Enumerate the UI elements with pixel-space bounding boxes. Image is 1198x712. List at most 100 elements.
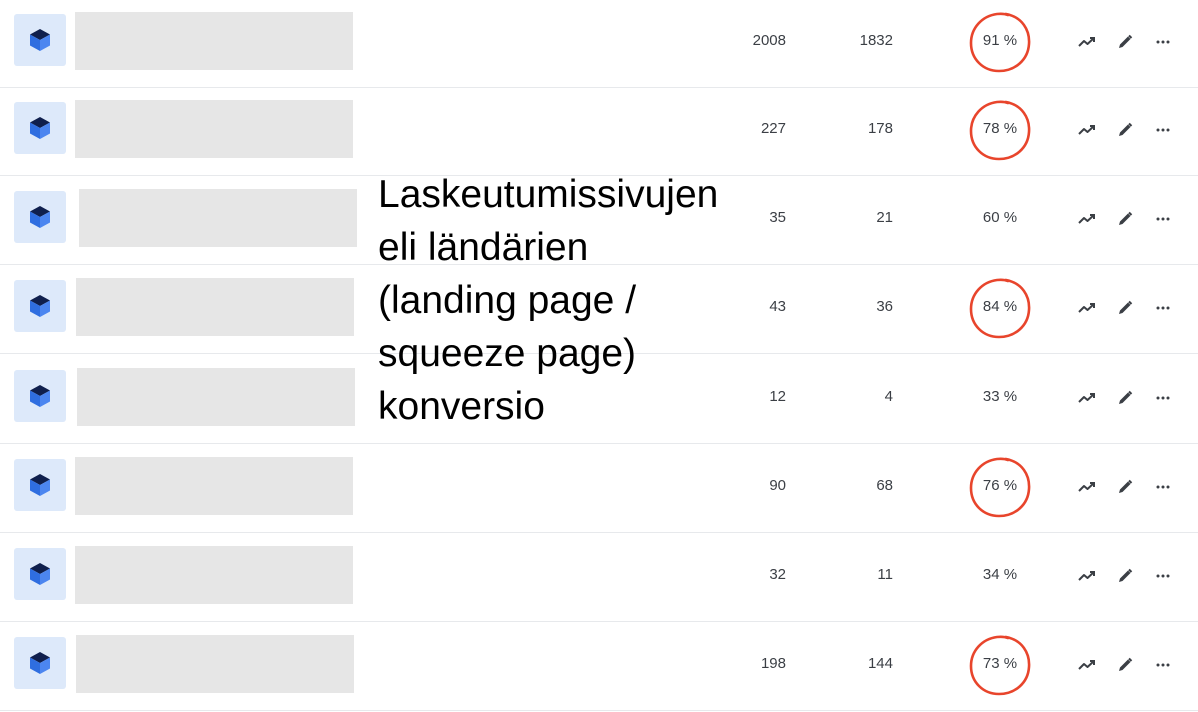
table-row[interactable]: 35 21 60 % [0,177,1198,265]
stats-button[interactable] [1068,295,1106,321]
trend-up-icon [1078,125,1095,135]
more-button[interactable] [1144,563,1182,589]
cube-icon [30,385,50,407]
conversion-rate: 73 % [968,633,1032,697]
row-actions [1068,295,1182,321]
more-button[interactable] [1144,29,1182,55]
conversion-rate: 34 % [968,544,1032,608]
conversion-rate-text: 84 % [982,298,1018,315]
page-thumbnail[interactable] [14,191,66,243]
more-horizontal-icon [1156,396,1170,400]
more-horizontal-icon [1156,40,1170,44]
table-row[interactable]: 90 68 76 % [0,445,1198,533]
visits-count: 227 [760,120,786,137]
edit-button[interactable] [1106,474,1144,500]
more-horizontal-icon [1156,574,1170,578]
stats-button[interactable] [1068,652,1106,678]
cube-icon [30,474,50,496]
conversion-rate: 76 % [968,455,1032,519]
edit-button[interactable] [1106,385,1144,411]
row-actions [1068,385,1182,411]
more-button[interactable] [1144,206,1182,232]
stats-button[interactable] [1068,206,1106,232]
conversions-count: 1832 [859,32,893,49]
edit-button[interactable] [1106,117,1144,143]
page-thumbnail[interactable] [14,14,66,66]
edit-button[interactable] [1106,206,1144,232]
pencil-icon [1119,211,1133,225]
row-actions [1068,29,1182,55]
page-thumbnail[interactable] [14,637,66,689]
stats-button[interactable] [1068,563,1106,589]
table-row[interactable]: 227 178 78 % [0,88,1198,176]
more-horizontal-icon [1156,485,1170,489]
page-name-redacted[interactable] [75,546,353,604]
page-thumbnail[interactable] [14,102,66,154]
pencil-icon [1119,300,1133,314]
page-name-redacted[interactable] [77,368,355,426]
stats-button[interactable] [1068,385,1106,411]
cube-icon [30,563,50,585]
highlight-ring [969,100,1031,161]
conversions-count: 68 [876,477,893,494]
stats-button[interactable] [1068,29,1106,55]
edit-button[interactable] [1106,563,1144,589]
conversion-rate-text: 33 % [982,388,1018,405]
conversion-rate-text: 91 % [982,32,1018,49]
cube-icon [30,295,50,317]
page-thumbnail[interactable] [14,370,66,422]
visits-count: 35 [769,209,786,226]
more-button[interactable] [1144,474,1182,500]
conversions-count: 178 [867,120,893,137]
page-name-redacted[interactable] [76,278,354,336]
table-row[interactable]: 2008 1832 91 % [0,0,1198,88]
conversion-rate-text: 60 % [982,209,1018,226]
conversion-rate: 33 % [968,366,1032,430]
trend-up-icon [1078,571,1095,581]
conversions-count: 4 [884,388,893,405]
visits-count: 32 [769,566,786,583]
stats-button[interactable] [1068,474,1106,500]
page-thumbnail[interactable] [14,548,66,600]
page-thumbnail[interactable] [14,459,66,511]
trend-up-icon [1078,482,1095,492]
table-row[interactable]: 198 144 73 % [0,623,1198,711]
more-button[interactable] [1144,652,1182,678]
more-horizontal-icon [1156,663,1170,667]
cube-icon [30,29,50,51]
highlight-ring [969,635,1031,696]
cube-icon [30,117,50,139]
row-actions [1068,563,1182,589]
more-button[interactable] [1144,117,1182,143]
page-name-redacted[interactable] [75,12,353,70]
page-name-redacted[interactable] [75,100,353,158]
pencil-icon [1119,657,1133,671]
page-thumbnail[interactable] [14,280,66,332]
conversion-rate: 60 % [968,187,1032,251]
pencil-icon [1119,479,1133,493]
page-name-redacted[interactable] [79,189,357,247]
more-horizontal-icon [1156,128,1170,132]
table-row[interactable]: 43 36 84 % [0,266,1198,354]
table-row[interactable]: 32 11 34 % [0,534,1198,622]
edit-button[interactable] [1106,295,1144,321]
highlight-ring [969,457,1031,518]
more-button[interactable] [1144,385,1182,411]
highlight-ring [969,12,1031,73]
edit-button[interactable] [1106,29,1144,55]
more-horizontal-icon [1156,306,1170,310]
conversion-rate-text: 73 % [982,655,1018,672]
edit-button[interactable] [1106,652,1144,678]
overlay-caption: Laskeutumissivujen eli ländärien (landin… [378,173,719,428]
more-button[interactable] [1144,295,1182,321]
conversions-count: 36 [876,298,893,315]
page-name-redacted[interactable] [75,457,353,515]
trend-up-icon [1078,214,1095,224]
table-row[interactable]: 12 4 33 % [0,356,1198,444]
cube-icon [30,652,50,674]
conversion-rate: 84 % [968,276,1032,340]
row-actions [1068,474,1182,500]
stats-button[interactable] [1068,117,1106,143]
page-name-redacted[interactable] [76,635,354,693]
